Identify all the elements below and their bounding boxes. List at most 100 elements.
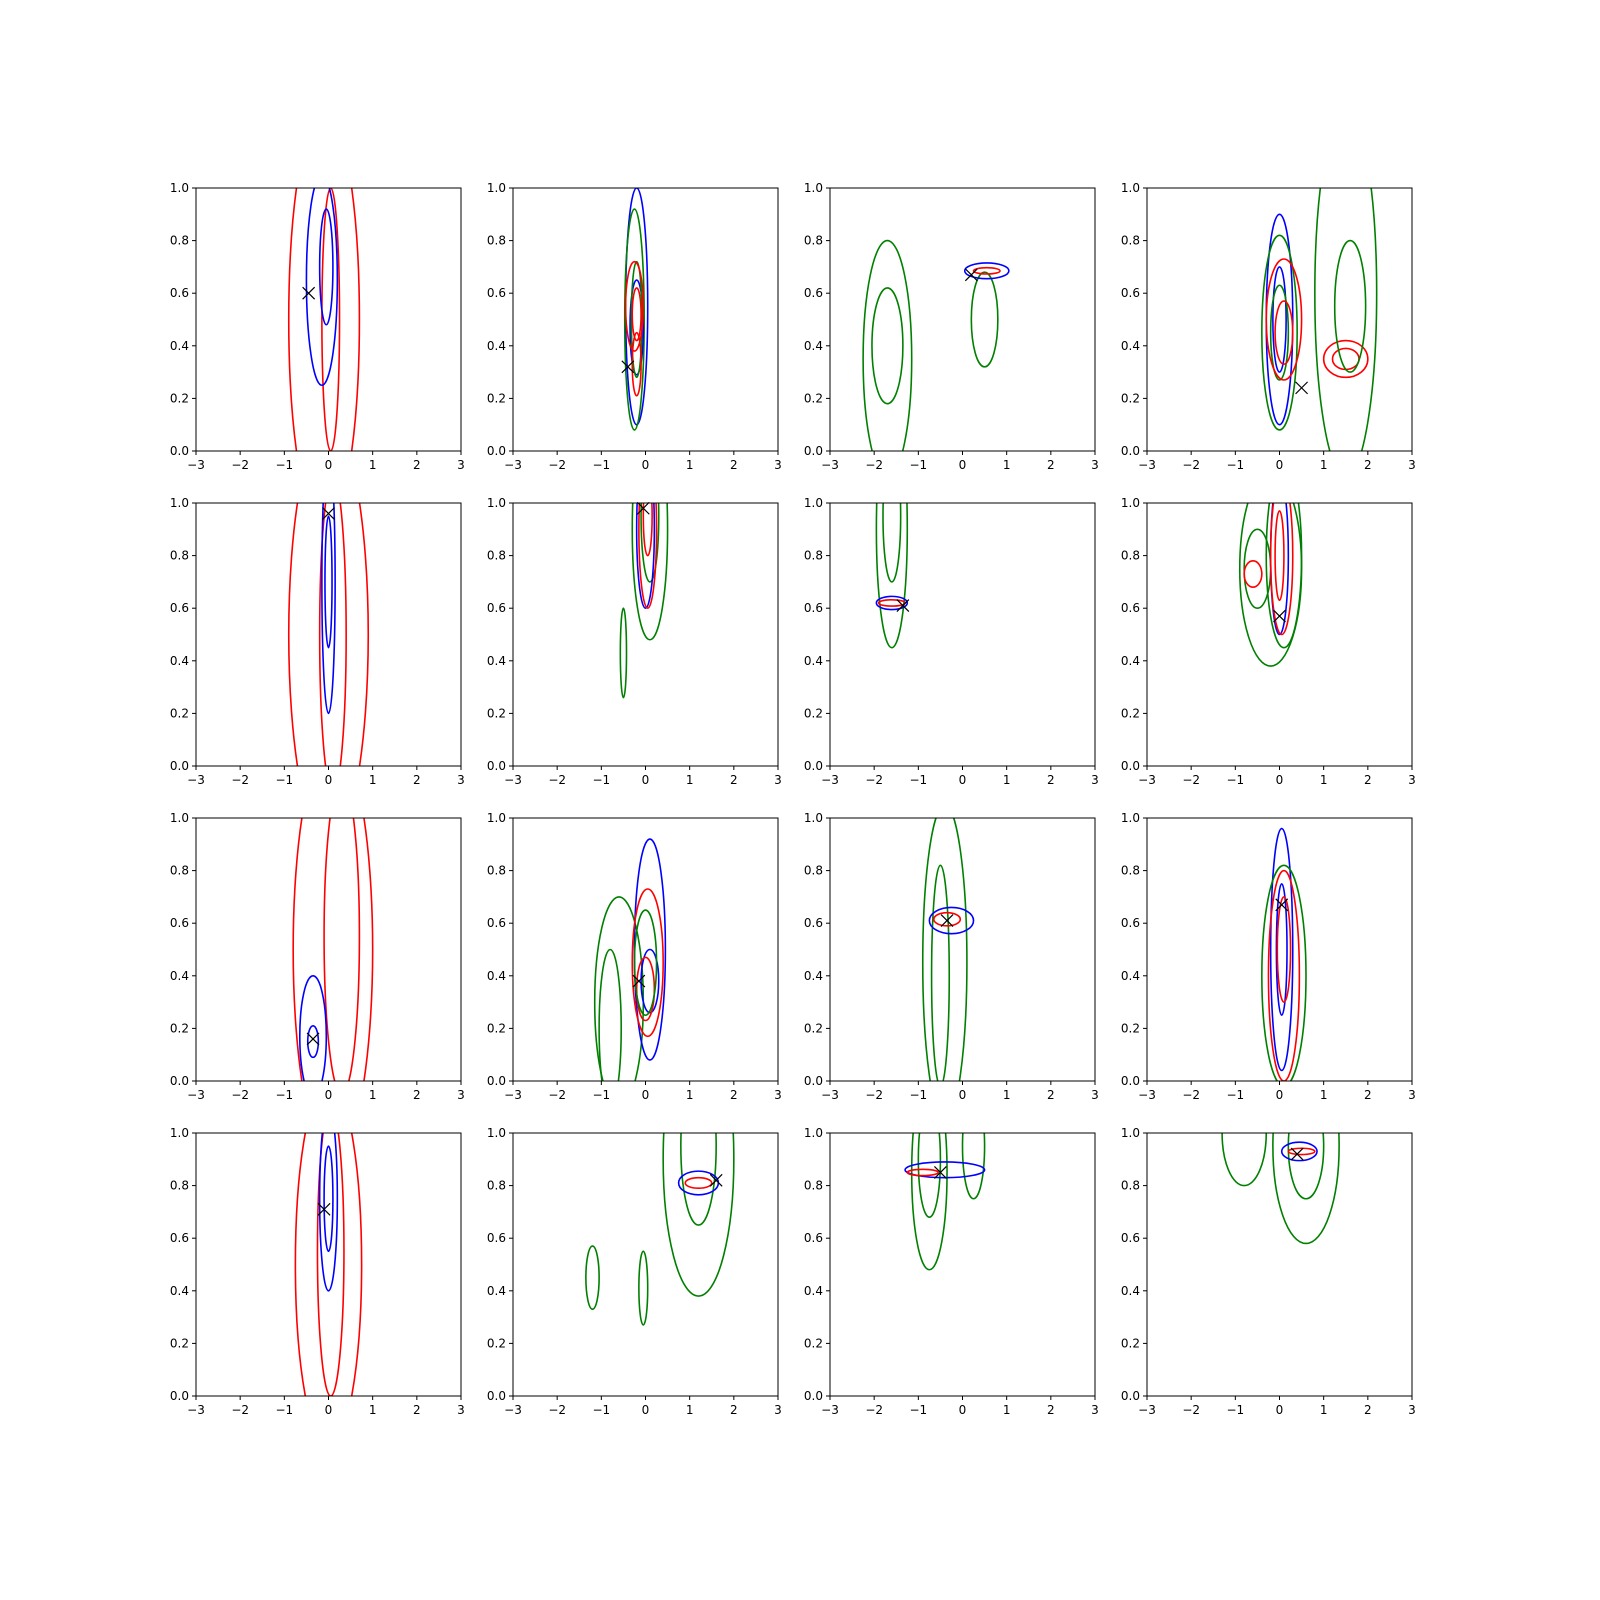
x-tick-label: −1 — [275, 1403, 293, 1417]
contour-green-3 — [1265, 503, 1303, 649]
contours — [287, 188, 361, 451]
x-tick-label: −1 — [1226, 1088, 1244, 1102]
contour-blue-3 — [928, 906, 975, 935]
y-tick-label: 0.2 — [1121, 706, 1140, 720]
x-tick-label: −2 — [865, 773, 883, 787]
y-tick-label: 1.0 — [487, 181, 506, 195]
y-tick-label: 1.0 — [804, 181, 823, 195]
x-tick-label: 1 — [1320, 1088, 1328, 1102]
x-tick-label: −1 — [592, 1088, 610, 1102]
x-tick-label: −1 — [909, 458, 927, 472]
y-tick-label: 1.0 — [487, 496, 506, 510]
y-tick-label: 0.4 — [1121, 339, 1140, 353]
y-tick-label: 0.4 — [170, 654, 189, 668]
x-marker — [1295, 381, 1309, 395]
x-tick-label: 1 — [1320, 458, 1328, 472]
x-tick-label: 0 — [1276, 1403, 1284, 1417]
contour-blue-3 — [321, 503, 336, 715]
x-tick-label: −1 — [592, 458, 610, 472]
y-tick-label: 0.6 — [804, 286, 823, 300]
x-tick-label: 2 — [1364, 773, 1372, 787]
y-tick-label: 0.6 — [170, 601, 189, 615]
y-tick-label: 0.8 — [1121, 234, 1140, 248]
y-tick-label: 0.6 — [170, 916, 189, 930]
x-tick-label: −3 — [821, 1403, 839, 1417]
contour-blue-4 — [318, 208, 334, 326]
contours — [921, 818, 975, 1081]
x-tick-label: −3 — [1138, 773, 1156, 787]
y-tick-label: 0.2 — [170, 391, 189, 405]
x-tick-label: −1 — [1226, 773, 1244, 787]
y-tick-label: 1.0 — [487, 1126, 506, 1140]
axes-frame — [829, 817, 1096, 1082]
x-marker — [940, 914, 954, 927]
x-tick-label: 0 — [1276, 1088, 1284, 1102]
y-tick-label: 1.0 — [170, 811, 189, 825]
x-tick-label: −3 — [821, 1088, 839, 1102]
contour-red-6 — [635, 956, 656, 1022]
y-tick-label: 1.0 — [170, 181, 189, 195]
contour-red-5 — [624, 260, 645, 352]
axes-frame — [1146, 187, 1413, 452]
y-tick-label: 0.0 — [487, 444, 506, 458]
y-tick-label: 0.8 — [170, 864, 189, 878]
x-tick-label: −2 — [865, 1088, 883, 1102]
contour-green-3 — [961, 1133, 986, 1200]
x-tick-label: −2 — [1182, 458, 1200, 472]
y-tick-label: 0.2 — [804, 706, 823, 720]
y-tick-label: 0.6 — [804, 1231, 823, 1245]
contour-red-6 — [1274, 300, 1294, 366]
x-tick-label: −3 — [504, 1088, 522, 1102]
x-tick-label: 1 — [369, 1088, 377, 1102]
contour-red-5 — [631, 888, 664, 1038]
y-tick-label: 0.0 — [1121, 444, 1140, 458]
x-tick-label: 3 — [774, 1403, 782, 1417]
y-tick-label: 0.4 — [487, 969, 506, 983]
y-tick-label: 1.0 — [804, 1126, 823, 1140]
x-tick-label: 3 — [774, 458, 782, 472]
x-tick-label: 2 — [1047, 773, 1055, 787]
contour-red-6 — [1274, 510, 1285, 602]
contour-blue-4 — [306, 1024, 320, 1059]
x-tick-label: 2 — [1047, 1403, 1055, 1417]
x-tick-label: 0 — [959, 773, 967, 787]
x-tick-label: −2 — [1182, 1403, 1200, 1417]
y-tick-label: 0.8 — [170, 234, 189, 248]
x-tick-label: 0 — [959, 1088, 967, 1102]
y-tick-label: 0.6 — [487, 601, 506, 615]
x-tick-label: 2 — [730, 1403, 738, 1417]
contour-green-1 — [921, 818, 968, 1081]
subplot-10: −3 −2 −1 0 1 2 3 0.0 0.2 0.4 0.6 0.8 1.0 — [487, 811, 782, 1102]
contour-red-7 — [1322, 339, 1369, 379]
x-tick-label: 3 — [1408, 773, 1416, 787]
y-tick-label: 1.0 — [1121, 496, 1140, 510]
x-tick-label: −1 — [909, 1088, 927, 1102]
x-tick-label: 2 — [730, 1088, 738, 1102]
axes-frame — [195, 502, 462, 767]
x-tick-label: 2 — [1364, 1088, 1372, 1102]
contour-green-1 — [875, 503, 909, 649]
axes-frame — [829, 187, 1096, 452]
x-tick-label: −2 — [1182, 773, 1200, 787]
x-tick-label: 3 — [1408, 1088, 1416, 1102]
x-tick-label: −1 — [1226, 458, 1244, 472]
x-tick-label: −2 — [865, 458, 883, 472]
x-marker — [964, 268, 978, 282]
x-tick-label: 1 — [1003, 773, 1011, 787]
x-tick-label: 2 — [413, 458, 421, 472]
y-tick-label: 0.8 — [1121, 549, 1140, 563]
contour-green-3 — [1261, 234, 1298, 431]
x-tick-label: −1 — [909, 773, 927, 787]
x-marker — [322, 507, 335, 520]
contour-green-1 — [662, 1133, 735, 1297]
contour-blue-3 — [305, 188, 339, 387]
contour-green-2 — [680, 1133, 717, 1226]
contour-green-1 — [631, 503, 669, 641]
x-tick-label: 1 — [1003, 1403, 1011, 1417]
contours — [294, 1133, 363, 1396]
contour-blue-3 — [298, 975, 328, 1081]
contours — [623, 188, 649, 431]
x-tick-label: −1 — [592, 1403, 610, 1417]
x-marker — [306, 1032, 320, 1046]
